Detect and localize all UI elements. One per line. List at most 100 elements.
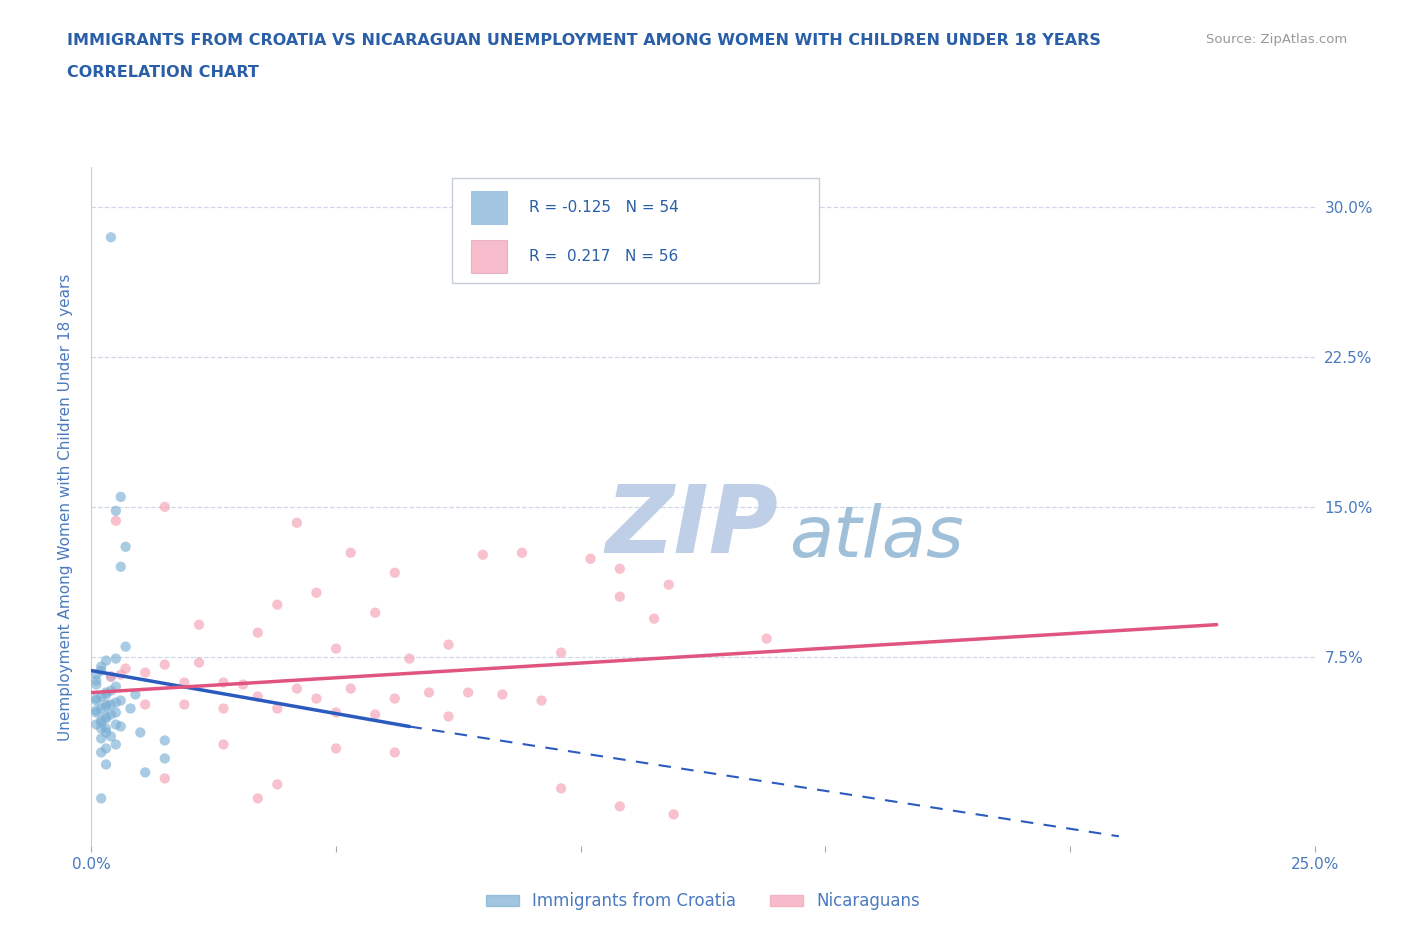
Point [100, 670, 122, 684]
Point [246, 689, 269, 704]
Point [84, 703, 107, 718]
Point [305, 585, 328, 600]
Point [457, 685, 479, 700]
Point [609, 590, 631, 604]
Point [94, 653, 117, 668]
Point [104, 737, 127, 752]
Point [94, 699, 117, 714]
Point [134, 765, 156, 780]
Point [84, 705, 107, 720]
Point [94, 725, 117, 740]
Point [266, 597, 288, 612]
Point [110, 489, 132, 504]
Point [90, 713, 112, 728]
Point [110, 559, 132, 574]
Point [100, 707, 122, 722]
Point [384, 745, 406, 760]
Point [325, 641, 347, 656]
Point [384, 565, 406, 580]
Point [114, 539, 136, 554]
Point [104, 651, 127, 666]
Point [662, 807, 685, 822]
Point [246, 790, 269, 805]
Point [609, 562, 631, 577]
FancyBboxPatch shape [471, 240, 508, 272]
Point [94, 709, 117, 724]
Point [100, 230, 122, 245]
Point [643, 611, 665, 626]
Point [84, 667, 107, 682]
Point [364, 707, 387, 722]
Point [266, 701, 288, 716]
Point [104, 705, 127, 720]
Point [153, 751, 176, 766]
Point [110, 719, 132, 734]
Point [120, 701, 142, 716]
Point [100, 698, 122, 712]
Point [471, 548, 494, 563]
Point [339, 681, 361, 696]
Text: atlas: atlas [789, 503, 963, 572]
Point [104, 679, 127, 694]
Text: R = -0.125   N = 54: R = -0.125 N = 54 [529, 200, 679, 215]
Point [90, 659, 112, 674]
Point [90, 663, 112, 678]
Point [110, 693, 132, 708]
Point [104, 513, 127, 528]
Point [90, 701, 112, 716]
Point [550, 781, 572, 796]
Point [437, 709, 460, 724]
Point [134, 698, 156, 712]
Point [339, 545, 361, 560]
Point [510, 545, 533, 560]
Text: CORRELATION CHART: CORRELATION CHART [67, 65, 259, 80]
Point [100, 670, 122, 684]
Point [153, 499, 176, 514]
Text: Source: ZipAtlas.com: Source: ZipAtlas.com [1206, 33, 1347, 46]
Point [94, 721, 117, 736]
Point [755, 631, 778, 646]
Point [90, 721, 112, 736]
Point [579, 551, 602, 566]
Point [100, 729, 122, 744]
Point [153, 658, 176, 672]
FancyBboxPatch shape [453, 178, 820, 283]
Text: IMMIGRANTS FROM CROATIA VS NICARAGUAN UNEMPLOYMENT AMONG WOMEN WITH CHILDREN UND: IMMIGRANTS FROM CROATIA VS NICARAGUAN UN… [67, 33, 1101, 47]
Point [90, 731, 112, 746]
Point [188, 618, 211, 632]
Point [94, 687, 117, 702]
Point [437, 637, 460, 652]
Point [658, 578, 681, 592]
Point [94, 698, 117, 712]
Point [84, 691, 107, 706]
Point [100, 684, 122, 698]
Y-axis label: Unemployment Among Women with Children Under 18 years: Unemployment Among Women with Children U… [58, 273, 73, 740]
Point [94, 741, 117, 756]
Point [104, 503, 127, 518]
Point [114, 661, 136, 676]
Point [110, 667, 132, 682]
Point [84, 717, 107, 732]
Point [90, 790, 112, 805]
FancyBboxPatch shape [471, 192, 508, 224]
Point [90, 715, 112, 730]
Point [491, 687, 513, 702]
Point [84, 673, 107, 688]
Point [325, 705, 347, 720]
Point [364, 605, 387, 620]
Point [212, 737, 235, 752]
Text: ZIP: ZIP [605, 481, 778, 573]
Point [90, 745, 112, 760]
Point [173, 698, 195, 712]
Point [84, 693, 107, 708]
Point [212, 701, 235, 716]
Point [188, 655, 211, 670]
Point [94, 757, 117, 772]
Point [90, 689, 112, 704]
Point [418, 685, 440, 700]
Point [104, 717, 127, 732]
Point [530, 693, 553, 708]
Point [173, 675, 195, 690]
Point [285, 515, 308, 530]
Point [212, 675, 235, 690]
